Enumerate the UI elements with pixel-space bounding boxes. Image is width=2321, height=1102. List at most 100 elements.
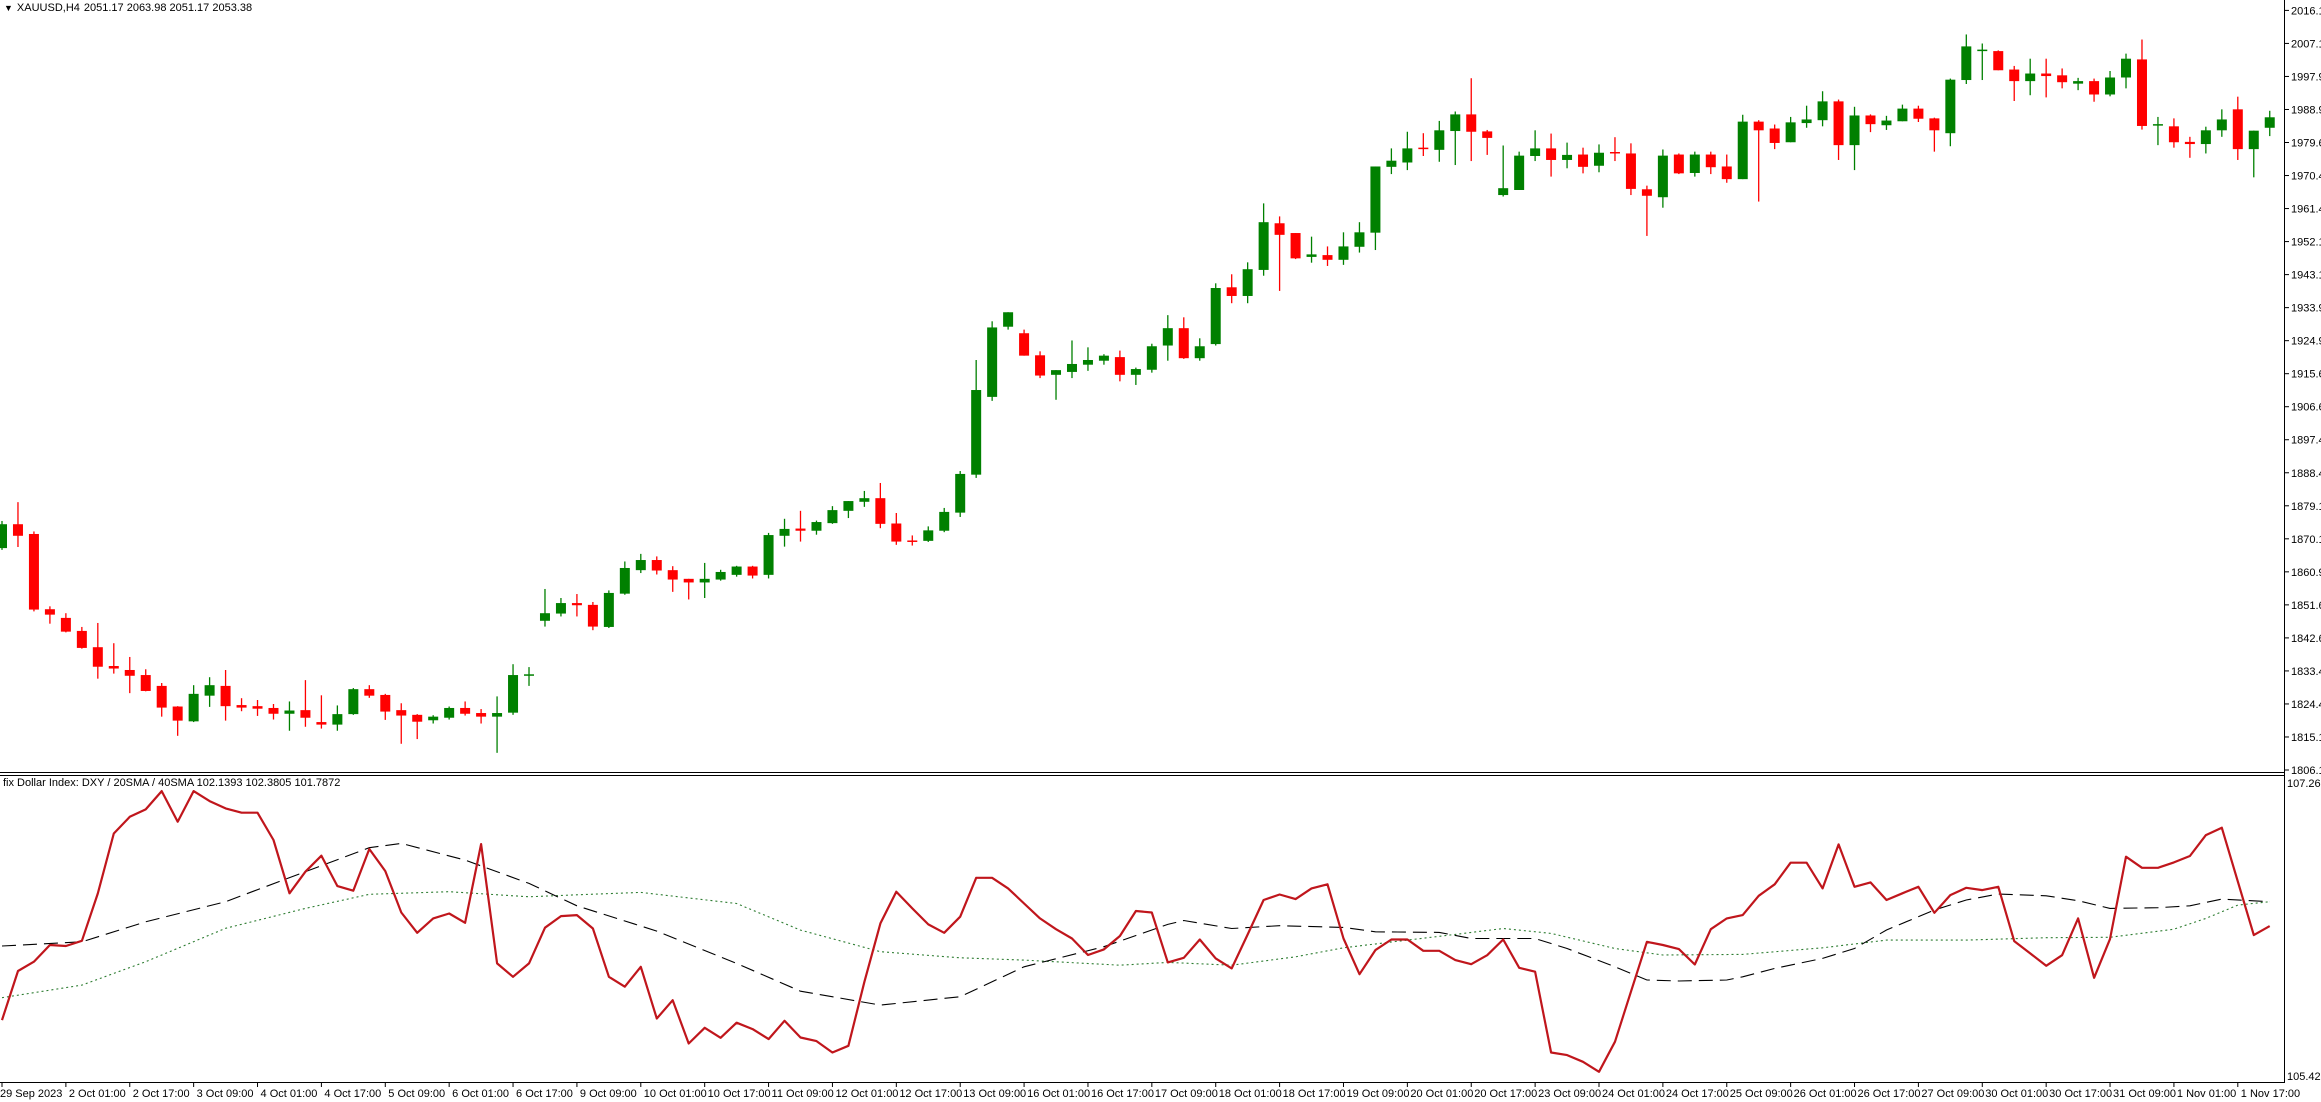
- bull-candle: [1817, 91, 1828, 127]
- candle-body: [108, 666, 119, 669]
- bear-candle: [1641, 185, 1652, 236]
- bull-candle: [555, 598, 566, 617]
- chart-header: ▼ XAUUSD,H4 2051.17 2063.98 2051.17 2053…: [4, 2, 252, 14]
- candle-body: [1498, 188, 1509, 196]
- bull-candle: [635, 553, 646, 574]
- price-tick-label: 1860.90: [2291, 567, 2321, 579]
- candle-body: [1945, 79, 1956, 134]
- time-tick-label: 3 Oct 09:00: [197, 1088, 254, 1100]
- bull-candle: [2073, 77, 2084, 91]
- bull-candle: [1801, 105, 1812, 128]
- candle-body: [1993, 51, 2004, 71]
- candle-body: [811, 522, 822, 531]
- candle-body: [603, 592, 614, 627]
- bear-candle: [1290, 233, 1301, 260]
- bull-candle: [2200, 126, 2211, 154]
- bull-candle: [1386, 148, 1397, 175]
- candle-body: [508, 675, 519, 713]
- candle-body: [348, 689, 359, 715]
- time-tick-label: 31 Oct 09:00: [2113, 1088, 2176, 1100]
- candle-body: [92, 647, 103, 667]
- time-tick-label: 24 Oct 17:00: [1666, 1088, 1729, 1100]
- bear-candle: [1769, 124, 1780, 150]
- bull-candle: [2121, 53, 2132, 89]
- time-tick-label: 16 Oct 01:00: [1027, 1088, 1090, 1100]
- time-tick-label: 13 Oct 09:00: [963, 1088, 1026, 1100]
- bear-candle: [795, 510, 806, 542]
- candle-body: [1178, 328, 1189, 359]
- candle-body: [923, 530, 934, 541]
- bull-candle: [1594, 144, 1604, 173]
- candlestick-series: [0, 34, 2275, 753]
- candle-body: [1051, 370, 1062, 375]
- candle-body: [2136, 59, 2147, 126]
- candle-body: [412, 714, 423, 722]
- bull-candle: [1194, 338, 1205, 361]
- bull-candle: [779, 518, 790, 547]
- price-tick-label: 1815.15: [2291, 732, 2321, 744]
- bear-candle: [651, 556, 662, 575]
- bull-candle: [939, 507, 950, 533]
- candle-body: [1434, 130, 1445, 150]
- bear-candle: [891, 513, 902, 545]
- candle-body: [587, 604, 598, 627]
- candle-body: [667, 570, 678, 580]
- candle-body: [220, 685, 231, 707]
- candle-body: [2057, 75, 2068, 83]
- candle-body: [683, 578, 694, 583]
- time-tick-label: 10 Oct 01:00: [644, 1088, 707, 1100]
- bull-candle: [603, 590, 614, 629]
- time-tick-label: 10 Oct 17:00: [708, 1088, 771, 1100]
- bear-candle: [44, 606, 55, 624]
- bull-candle: [1354, 222, 1365, 253]
- bull-candle: [1961, 34, 1972, 85]
- candle-body: [571, 603, 582, 606]
- bear-candle: [1913, 105, 1924, 122]
- price-tick-label: 1961.40: [2291, 204, 2321, 216]
- bull-candle: [1849, 106, 1860, 171]
- price-tick-label: 1833.40: [2291, 666, 2321, 678]
- price-tick-label: 1952.15: [2291, 237, 2321, 249]
- bull-candle: [2248, 130, 2259, 178]
- candle-body: [1019, 333, 1030, 356]
- bull-candle: [1082, 347, 1093, 371]
- time-tick-label: 16 Oct 17:00: [1091, 1088, 1154, 1100]
- candle-body: [2168, 126, 2179, 143]
- time-tick-label: 6 Oct 17:00: [516, 1088, 573, 1100]
- price-tick-label: 1888.40: [2291, 468, 2321, 480]
- bull-candle: [827, 506, 838, 524]
- bull-candle: [0, 520, 7, 550]
- time-tick-label: 2 Oct 17:00: [133, 1088, 190, 1100]
- candle-body: [1114, 357, 1125, 375]
- bear-candle: [1993, 50, 2004, 71]
- bull-candle: [731, 565, 742, 577]
- bull-candle: [1146, 343, 1157, 373]
- bear-candle: [1274, 216, 1285, 291]
- time-tick-label: 19 Oct 09:00: [1346, 1088, 1409, 1100]
- candle-body: [1865, 115, 1876, 125]
- bull-candle: [763, 532, 774, 579]
- bull-candle: [1562, 142, 1573, 169]
- price-tick-label: 2007.15: [2291, 38, 2321, 50]
- candle-body: [1386, 160, 1397, 167]
- bull-candle: [204, 677, 215, 707]
- candle-body: [1066, 363, 1077, 372]
- bear-candle: [220, 669, 231, 721]
- time-axis: 29 Sep 2023 2 Oct 01:00 2 Oct 17:00 3 Oct 0…: [0, 1082, 2300, 1100]
- bull-candle: [1162, 315, 1173, 361]
- bear-candle: [60, 613, 71, 633]
- triangle-down-icon[interactable]: ▼: [4, 3, 13, 13]
- bear-candle: [1418, 133, 1429, 156]
- bull-candle: [1003, 312, 1014, 330]
- candle-body: [1721, 166, 1732, 180]
- time-tick-label: 20 Oct 01:00: [1410, 1088, 1473, 1100]
- bear-candle: [1466, 78, 1477, 162]
- bear-candle: [907, 535, 918, 546]
- candle-body: [1003, 312, 1014, 327]
- candle-body: [987, 327, 998, 397]
- candle-body: [1402, 148, 1413, 163]
- bull-candle: [284, 701, 295, 731]
- bull-candle: [1897, 104, 1908, 122]
- candle-body: [2248, 130, 2259, 150]
